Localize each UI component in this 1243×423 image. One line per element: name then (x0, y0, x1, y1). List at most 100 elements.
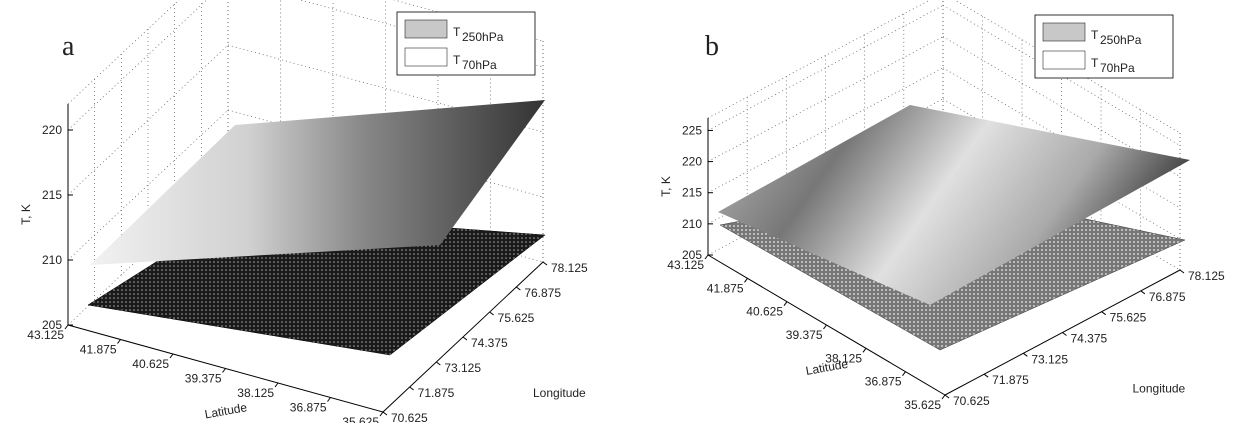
legend-swatch (404, 19, 448, 39)
y-tick (436, 361, 441, 366)
y-tick-label: 76.875 (1149, 290, 1186, 304)
y-tick-label: 74.375 (1071, 332, 1108, 346)
legend-subscript: 70hPa (462, 58, 497, 72)
grid-line (67, 44, 229, 196)
x-tick (902, 371, 906, 376)
y-tick (1062, 332, 1067, 336)
y-tick (382, 411, 388, 416)
y-tick-label: 76.875 (524, 286, 561, 300)
z-tick-label: 220 (42, 123, 62, 137)
x-axis-label: Latitude (204, 400, 249, 421)
x-tick (64, 324, 69, 330)
panel-label: b (705, 31, 719, 62)
z-axis-label: T, K (19, 204, 33, 225)
legend-swatch (404, 47, 448, 67)
z-tick-label: 205 (682, 248, 702, 262)
y-tick (1023, 352, 1028, 357)
y-axis-label: Longitude (1133, 382, 1186, 396)
z-tick-label: 210 (42, 253, 62, 267)
x-tick-label: 43.125 (27, 328, 64, 342)
legend-subscript: 250hPa (462, 30, 504, 44)
panel-label: a (62, 31, 75, 62)
z-tick-label: 210 (682, 217, 702, 231)
x-tick-label: 40.625 (132, 357, 169, 371)
y-tick-label: 74.375 (471, 336, 508, 350)
grid-line (707, 36, 944, 162)
z-tick-label: 225 (682, 123, 702, 137)
x-tick (862, 348, 867, 353)
y-tick (489, 311, 494, 316)
legend-label: T (1091, 28, 1099, 42)
y-tick-label: 71.875 (992, 373, 1029, 387)
x-tick-label: 39.375 (786, 328, 823, 342)
x-axis (707, 254, 946, 396)
y-tick-label: 70.625 (953, 394, 990, 408)
z-tick-label: 215 (682, 186, 702, 200)
y-tick-label: 73.125 (1031, 352, 1068, 366)
x-tick-label: 38.125 (237, 386, 274, 400)
surface-upper (90, 100, 545, 265)
y-tick (516, 286, 521, 291)
y-tick (409, 386, 414, 391)
legend-label: T (1091, 56, 1099, 70)
x-tick-label: 41.875 (80, 343, 117, 357)
x-axis (67, 324, 384, 413)
y-tick (1179, 269, 1185, 274)
grid-line (707, 67, 944, 194)
x-tick-label: 35.625 (342, 415, 379, 423)
grid-line (67, 0, 208, 131)
y-tick (542, 261, 548, 266)
legend-label: T (453, 53, 461, 67)
x-tick-label: 43.125 (667, 258, 704, 272)
y-tick (1140, 290, 1146, 295)
axes-a: 205 210 215 220 43.125 41.875 40.625 39.375 38.1… (27, 0, 588, 423)
legend-subscript: 70hPa (1100, 61, 1135, 75)
z-tick-label: 205 (42, 318, 62, 332)
x-tick-label: 40.625 (746, 305, 783, 319)
x-tick (222, 368, 226, 373)
x-tick (941, 394, 946, 400)
x-tick (117, 339, 121, 344)
legend-swatch (1042, 50, 1086, 70)
legend-swatch (1042, 22, 1086, 42)
y-tick-label: 70.625 (391, 411, 428, 423)
y-tick-label: 71.875 (418, 386, 455, 400)
surface-upper (718, 105, 1190, 305)
x-tick (823, 324, 827, 330)
x-axis-label: Latitude (805, 357, 850, 378)
z-axis-label: T, K (659, 176, 673, 197)
y-tick (462, 336, 468, 341)
y-tick (983, 373, 989, 378)
x-tick-label: 35.625 (904, 398, 941, 412)
x-tick-label: 36.875 (290, 401, 327, 415)
y-tick (1101, 311, 1106, 316)
x-tick (274, 382, 279, 388)
y-axis (382, 261, 544, 413)
x-tick (327, 397, 331, 402)
x-tick (744, 278, 748, 283)
legend-label: T (453, 25, 461, 39)
x-tick-label: 41.875 (707, 281, 744, 295)
x-tick (783, 301, 788, 306)
y-axis-label: Longitude (533, 386, 586, 400)
legend-subscript: 250hPa (1100, 33, 1142, 47)
x-tick-label: 39.375 (185, 372, 222, 386)
y-tick-label: 75.625 (498, 311, 535, 325)
axes-b: 20521021522022543.12541.87540.62539.3753… (667, 0, 1225, 412)
y-tick-label: 78.125 (551, 261, 588, 275)
z-tick-label: 220 (682, 155, 702, 169)
y-tick-label: 75.625 (1110, 311, 1147, 325)
x-tick-label: 36.875 (865, 375, 902, 389)
box-edge (67, 0, 180, 105)
x-tick (379, 411, 384, 417)
box-edge (707, 0, 931, 119)
y-tick (944, 394, 950, 399)
x-tick (704, 254, 709, 260)
y-tick-label: 73.125 (444, 361, 481, 375)
x-tick-label: 38.125 (825, 351, 862, 365)
y-tick-label: 78.125 (1188, 269, 1225, 283)
z-tick-label: 215 (42, 188, 62, 202)
x-tick (169, 353, 174, 359)
